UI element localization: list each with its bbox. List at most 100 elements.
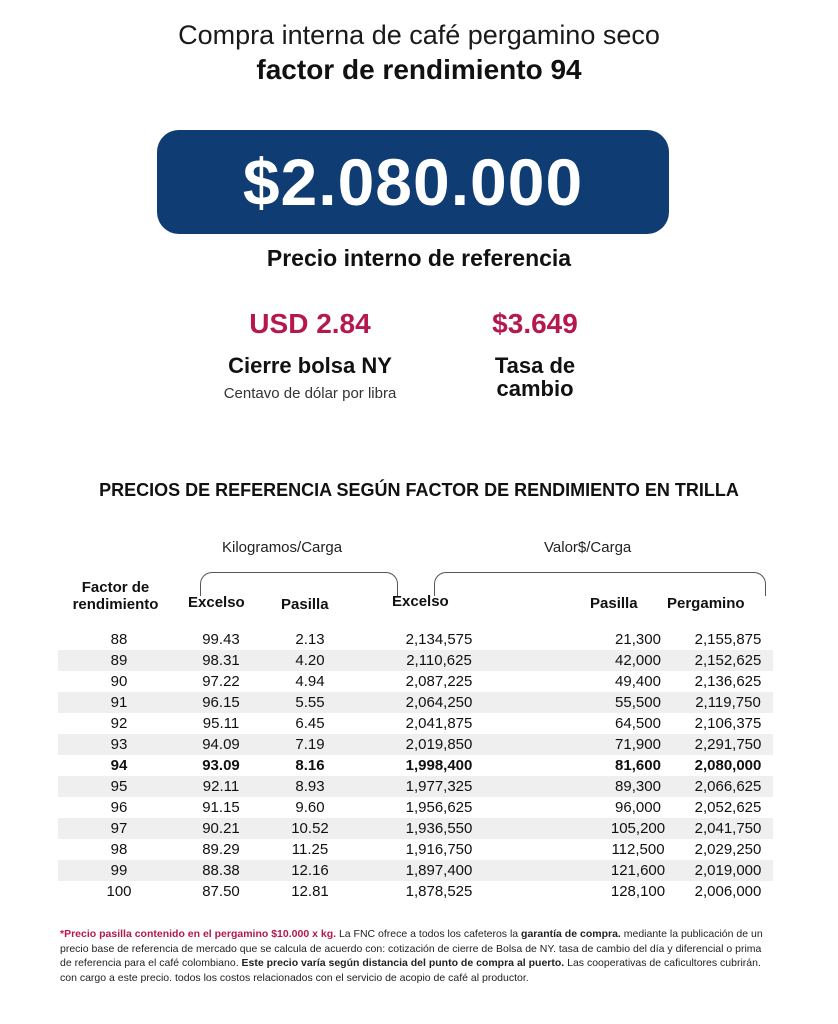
footnote-distance-note: Este precio varía según distancia del pu… [241, 957, 565, 969]
cell-excelso-value: 2,064,250 [405, 694, 473, 711]
cell-excelso-kg: 91.15 [202, 799, 240, 816]
cell-pergamino: 2,119,750 [695, 694, 761, 711]
table-row: 98 89.29 11.25 1,916,750 112,500 2,029,250 [58, 839, 773, 860]
cell-factor: 89 [110, 652, 128, 669]
cell-factor: 98 [110, 841, 128, 858]
cell-pasilla-kg: 9.60 [295, 799, 325, 816]
cell-pergamino: 2,041,750 [694, 820, 762, 837]
cell-pasilla-value: 49,400 [615, 673, 661, 690]
page-subtitle: factor de rendimiento 94 [256, 54, 582, 85]
exchange-rate-stat: $3.649 Tasa de cambio [470, 308, 600, 400]
cell-pergamino: 2,106,375 [694, 715, 762, 732]
cell-pergamino: 2,019,000 [694, 862, 762, 879]
cell-factor: 90 [110, 673, 128, 690]
cell-excelso-kg: 88.38 [202, 862, 240, 879]
ny-close-subtitle: Centavo de dólar por libra [223, 385, 397, 402]
cell-excelso-value: 2,087,225 [405, 673, 473, 690]
cell-excelso-value: 1,897,400 [405, 862, 473, 879]
cell-pergamino: 2,066,625 [694, 778, 762, 795]
table-heading: PRECIOS DE REFERENCIA SEGÚN FACTOR DE RE… [99, 480, 739, 500]
table-row: 100 87.50 12.81 1,878,525 128,100 2,006,000 [58, 881, 773, 902]
exchange-rate-value: $3.649 [492, 308, 578, 339]
column-header-pergamino: Pergamino [667, 595, 745, 612]
exchange-rate-title-line1: Tasa de [494, 353, 576, 378]
cell-pasilla-kg: 6.45 [295, 715, 325, 732]
cell-excelso-kg: 89.29 [202, 841, 240, 858]
ny-close-title: Cierre bolsa NY [228, 353, 392, 378]
cell-pasilla-kg: 8.93 [295, 778, 325, 795]
footnote-text-2: mediante la publicación de un precio bas… [60, 928, 763, 969]
cell-factor: 92 [110, 715, 128, 732]
price-table: 88 99.43 2.13 2,134,575 21,300 2,155,875 89 98.… [58, 629, 773, 902]
cell-pasilla-kg: 12.81 [291, 883, 329, 900]
cell-excelso-value: 2,041,875 [405, 715, 473, 732]
footnote-guarantee: garantía de compra. [521, 928, 621, 940]
cell-pasilla-kg: 7.19 [295, 736, 325, 753]
cell-excelso-kg: 98.31 [202, 652, 240, 669]
column-header-pasilla-kg: Pasilla [281, 596, 329, 613]
footnote-text-1: La FNC ofrece a todos los cafeteros la [336, 928, 522, 940]
cell-factor: 95 [110, 778, 128, 795]
cell-excelso-kg: 95.11 [202, 715, 240, 732]
column-header-factor-line2: rendimiento [72, 596, 159, 613]
table-row: 95 92.11 8.93 1,977,325 89,300 2,066,625 [58, 776, 773, 797]
cell-factor: 100 [106, 883, 132, 900]
table-row: 91 96.15 5.55 2,064,250 55,500 2,119,750 [58, 692, 773, 713]
cell-pergamino: 2,006,000 [694, 883, 762, 900]
cell-pergamino: 2,152,625 [694, 652, 762, 669]
column-header-factor-line1: Factor de [81, 579, 150, 596]
cell-excelso-value: 1,998,400 [405, 757, 473, 774]
table-row: 96 91.15 9.60 1,956,625 96,000 2,052,625 [58, 797, 773, 818]
cell-pasilla-value: 71,900 [615, 736, 661, 753]
table-row: 99 88.38 12.16 1,897,400 121,600 2,019,000 [58, 860, 773, 881]
cell-excelso-value: 1,878,525 [405, 883, 473, 900]
table-row: 92 95.11 6.45 2,041,875 64,500 2,106,375 [58, 713, 773, 734]
cell-excelso-kg: 97.22 [202, 673, 240, 690]
cell-factor: 88 [110, 631, 128, 648]
cell-pergamino: 2,080,000 [694, 757, 762, 774]
cell-pasilla-value: 21,300 [615, 631, 661, 648]
cell-pasilla-value: 121,600 [610, 862, 666, 879]
cell-pasilla-value: 64,500 [615, 715, 661, 732]
cell-pasilla-value: 89,300 [615, 778, 661, 795]
cell-excelso-value: 1,936,550 [405, 820, 473, 837]
cell-excelso-kg: 93.09 [202, 757, 240, 774]
cell-pasilla-kg: 12.16 [291, 862, 329, 879]
cell-pergamino: 2,291,750 [694, 736, 762, 753]
cell-pasilla-value: 128,100 [610, 883, 666, 900]
table-row: 90 97.22 4.94 2,087,225 49,400 2,136,625 [58, 671, 773, 692]
cell-excelso-value: 2,110,625 [406, 652, 472, 669]
cell-excelso-value: 1,916,750 [405, 841, 473, 858]
cell-excelso-kg: 92.11 [202, 778, 240, 795]
group-label-kilograms: Kilogramos/Carga [222, 539, 343, 556]
table-row: 97 90.21 10.52 1,936,550 105,200 2,041,750 [58, 818, 773, 839]
group-bracket-kilograms [200, 572, 398, 596]
footnote-pasilla-note: *Precio pasilla contenido en el pergamin… [60, 928, 337, 940]
cell-pergamino: 2,029,250 [694, 841, 762, 858]
cell-pasilla-kg: 8.16 [295, 757, 325, 774]
cell-factor: 97 [110, 820, 128, 837]
cell-pasilla-value: 55,500 [615, 694, 661, 711]
cell-pasilla-kg: 5.55 [295, 694, 325, 711]
cell-pasilla-kg: 10.52 [291, 820, 329, 837]
group-label-value: Valor$/Carga [544, 539, 632, 556]
cell-pasilla-value: 42,000 [615, 652, 661, 669]
exchange-rate-title-line2: cambio [496, 376, 574, 401]
table-row: 94 93.09 8.16 1,998,400 81,600 2,080,000 [58, 755, 773, 776]
cell-excelso-value: 1,977,325 [405, 778, 473, 795]
cell-excelso-kg: 96.15 [202, 694, 240, 711]
table-row: 89 98.31 4.20 2,110,625 42,000 2,152,625 [58, 650, 773, 671]
cell-pasilla-value: 96,000 [615, 799, 661, 816]
cell-pasilla-kg: 11.25 [291, 841, 329, 858]
cell-excelso-value: 2,134,575 [405, 631, 473, 648]
group-bracket-value [434, 572, 766, 596]
table-row: 88 99.43 2.13 2,134,575 21,300 2,155,875 [58, 629, 773, 650]
cell-excelso-kg: 87.50 [202, 883, 240, 900]
cell-pasilla-value: 81,600 [615, 757, 661, 774]
ny-close-stat: USD 2.84 Cierre bolsa NY Centavo de dóla… [195, 308, 425, 402]
cell-excelso-kg: 90.21 [202, 820, 240, 837]
cell-pasilla-kg: 2.13 [295, 631, 325, 648]
page-title: Compra interna de café pergamino seco [178, 20, 660, 50]
cell-factor: 91 [110, 694, 128, 711]
column-header-excelso-kg: Excelso [188, 594, 245, 611]
